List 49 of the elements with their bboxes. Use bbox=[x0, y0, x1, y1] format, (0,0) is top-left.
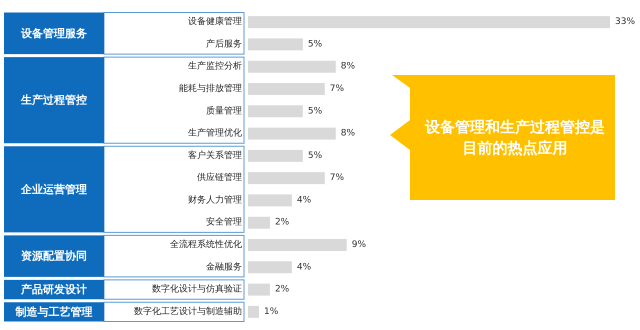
data-label: 4% bbox=[296, 262, 312, 272]
data-label: 9% bbox=[352, 240, 366, 250]
y-tick-label: 金融服务 bbox=[206, 261, 242, 272]
y-tick-label: 产后服务 bbox=[206, 38, 242, 50]
bar bbox=[248, 239, 347, 251]
annotation: 设备管理和生产过程管控是目前的热点应用 bbox=[424, 116, 606, 158]
y-tick-label: 全流程系统性优化 bbox=[170, 239, 242, 250]
bar bbox=[248, 150, 303, 162]
text: 设备管理服务 bbox=[20, 26, 87, 40]
y-tick-label: 生产监控分析 bbox=[188, 60, 242, 72]
text: 制造与工艺管理 bbox=[14, 305, 92, 318]
text: 资源配置协同 bbox=[21, 250, 87, 263]
bar bbox=[248, 128, 336, 140]
bar bbox=[248, 194, 292, 206]
bar bbox=[248, 38, 303, 50]
y-tick-label: 安全管理 bbox=[206, 216, 242, 228]
y-tick-label: 客户关系管理 bbox=[188, 150, 242, 161]
data-label: 7% bbox=[330, 173, 345, 184]
bar bbox=[248, 306, 259, 318]
bar bbox=[248, 16, 610, 28]
y-tick-label: 能耗与排放管理 bbox=[179, 83, 242, 94]
data-label: 7% bbox=[330, 84, 345, 94]
y-tick-label: 质量管理 bbox=[206, 105, 242, 116]
data-label: 5% bbox=[308, 106, 323, 116]
data-label: 4% bbox=[296, 195, 312, 206]
y-tick-label: 生产管理优化 bbox=[188, 128, 242, 139]
y-tick-label: 设备健康管理 bbox=[188, 16, 242, 28]
text: 企业运营管理 bbox=[20, 182, 87, 196]
data-label: 2% bbox=[274, 284, 290, 295]
text: 生产过程管控 bbox=[20, 94, 87, 107]
y-tick-label: 财务人力管理 bbox=[188, 194, 242, 206]
data-label: 1% bbox=[264, 306, 279, 317]
bar bbox=[248, 216, 270, 229]
y-tick-label: 供应链管理 bbox=[197, 172, 242, 184]
data-label: 5% bbox=[308, 39, 323, 50]
bar bbox=[248, 105, 303, 118]
bar bbox=[248, 60, 336, 73]
bar bbox=[248, 261, 292, 274]
bar bbox=[248, 284, 270, 296]
data-label: 8% bbox=[340, 128, 356, 139]
text: 产品研发设计 bbox=[20, 283, 87, 296]
data-label: 2% bbox=[274, 218, 290, 228]
data-label: 33% bbox=[615, 17, 636, 28]
y-tick-label: 数字化工艺设计与制造辅助 bbox=[134, 306, 242, 317]
data-label: 8% bbox=[340, 62, 356, 72]
data-label: 5% bbox=[308, 150, 323, 161]
y-tick-label: 数字化设计与仿真验证 bbox=[152, 284, 242, 295]
bar bbox=[248, 83, 325, 95]
bar bbox=[248, 172, 325, 184]
